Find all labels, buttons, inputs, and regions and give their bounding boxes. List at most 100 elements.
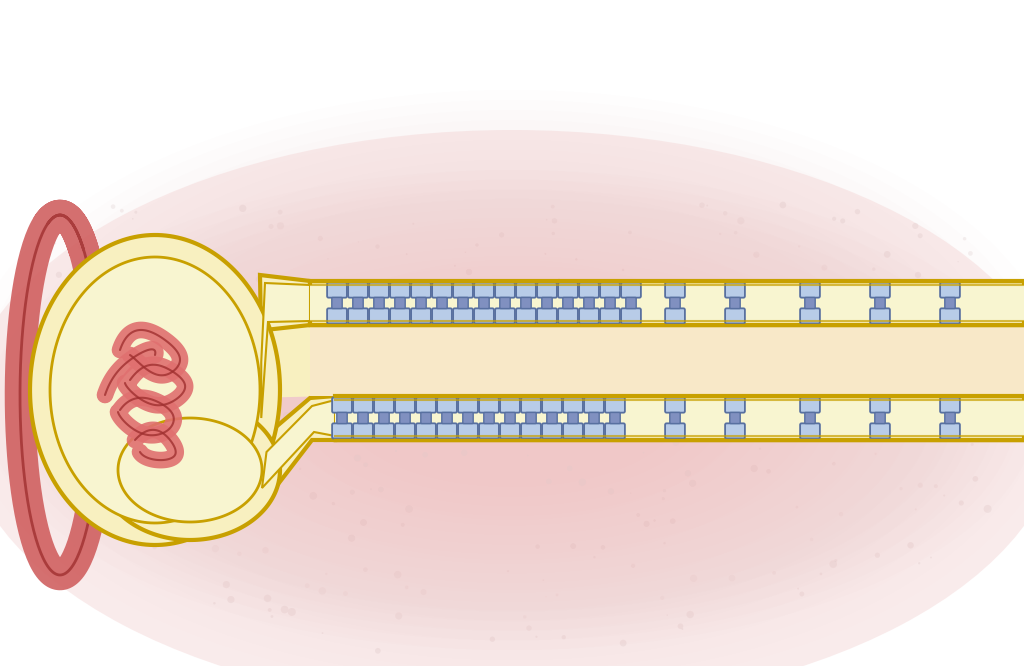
FancyBboxPatch shape — [474, 282, 494, 298]
Circle shape — [601, 375, 602, 376]
FancyBboxPatch shape — [670, 412, 680, 424]
FancyBboxPatch shape — [399, 412, 411, 424]
Circle shape — [239, 468, 242, 472]
Circle shape — [422, 452, 428, 458]
FancyBboxPatch shape — [800, 398, 820, 413]
Ellipse shape — [50, 198, 974, 621]
FancyBboxPatch shape — [310, 281, 1024, 325]
Ellipse shape — [428, 372, 596, 448]
Circle shape — [858, 370, 863, 375]
Circle shape — [552, 218, 557, 224]
FancyBboxPatch shape — [437, 398, 457, 413]
FancyBboxPatch shape — [458, 398, 478, 413]
FancyBboxPatch shape — [500, 424, 520, 438]
FancyBboxPatch shape — [390, 308, 410, 324]
Circle shape — [798, 245, 800, 248]
FancyBboxPatch shape — [666, 424, 685, 438]
FancyBboxPatch shape — [353, 398, 373, 413]
Circle shape — [536, 636, 538, 638]
Circle shape — [425, 377, 429, 380]
Circle shape — [357, 241, 359, 242]
Ellipse shape — [407, 362, 617, 458]
FancyBboxPatch shape — [453, 308, 473, 324]
Ellipse shape — [239, 285, 785, 535]
FancyBboxPatch shape — [521, 424, 541, 438]
Circle shape — [262, 547, 268, 553]
FancyBboxPatch shape — [805, 298, 815, 308]
FancyBboxPatch shape — [421, 412, 431, 424]
FancyBboxPatch shape — [870, 424, 890, 438]
Circle shape — [348, 534, 355, 542]
FancyBboxPatch shape — [725, 282, 744, 298]
Circle shape — [184, 527, 186, 530]
FancyBboxPatch shape — [374, 424, 394, 438]
Circle shape — [395, 613, 402, 619]
Circle shape — [120, 209, 124, 212]
FancyBboxPatch shape — [479, 398, 499, 413]
FancyBboxPatch shape — [666, 282, 685, 298]
Circle shape — [678, 623, 683, 629]
Ellipse shape — [323, 324, 701, 496]
Circle shape — [756, 327, 760, 332]
Circle shape — [394, 450, 397, 452]
Polygon shape — [125, 325, 335, 545]
FancyBboxPatch shape — [310, 325, 1024, 396]
Circle shape — [653, 288, 654, 289]
Circle shape — [83, 492, 90, 498]
Circle shape — [546, 478, 552, 484]
Circle shape — [227, 486, 231, 490]
FancyBboxPatch shape — [348, 308, 368, 324]
Polygon shape — [30, 235, 280, 545]
Circle shape — [785, 369, 791, 374]
Circle shape — [340, 368, 344, 373]
Circle shape — [375, 648, 381, 653]
Circle shape — [461, 450, 468, 456]
Circle shape — [670, 518, 676, 524]
Circle shape — [899, 487, 903, 490]
Circle shape — [327, 258, 329, 260]
Circle shape — [690, 575, 697, 582]
Circle shape — [968, 251, 973, 256]
FancyBboxPatch shape — [567, 412, 579, 424]
Circle shape — [78, 245, 83, 250]
Circle shape — [335, 438, 336, 440]
Circle shape — [561, 635, 566, 639]
Circle shape — [958, 500, 964, 505]
Circle shape — [88, 301, 91, 304]
Circle shape — [305, 583, 309, 588]
FancyBboxPatch shape — [516, 282, 536, 298]
Circle shape — [753, 251, 760, 258]
Circle shape — [205, 533, 207, 535]
Ellipse shape — [260, 295, 764, 525]
Circle shape — [821, 264, 827, 270]
FancyBboxPatch shape — [390, 282, 410, 298]
FancyBboxPatch shape — [474, 308, 494, 324]
Circle shape — [578, 369, 584, 376]
FancyBboxPatch shape — [558, 308, 578, 324]
Ellipse shape — [29, 189, 995, 631]
Circle shape — [892, 402, 899, 410]
Circle shape — [400, 523, 404, 527]
Circle shape — [845, 280, 851, 287]
Circle shape — [888, 380, 894, 385]
Circle shape — [636, 513, 640, 517]
Circle shape — [579, 478, 586, 486]
FancyBboxPatch shape — [670, 298, 680, 308]
Circle shape — [281, 605, 289, 613]
Ellipse shape — [155, 247, 869, 573]
FancyBboxPatch shape — [495, 282, 515, 298]
Circle shape — [227, 596, 234, 603]
Circle shape — [681, 628, 683, 630]
Circle shape — [674, 405, 679, 410]
FancyBboxPatch shape — [584, 398, 604, 413]
Circle shape — [673, 440, 679, 446]
Circle shape — [912, 223, 919, 229]
FancyBboxPatch shape — [584, 298, 594, 308]
Circle shape — [766, 469, 771, 474]
Circle shape — [63, 484, 66, 486]
Circle shape — [343, 591, 348, 596]
Circle shape — [121, 289, 124, 291]
Circle shape — [699, 202, 705, 208]
Circle shape — [973, 476, 978, 482]
FancyBboxPatch shape — [622, 282, 641, 298]
